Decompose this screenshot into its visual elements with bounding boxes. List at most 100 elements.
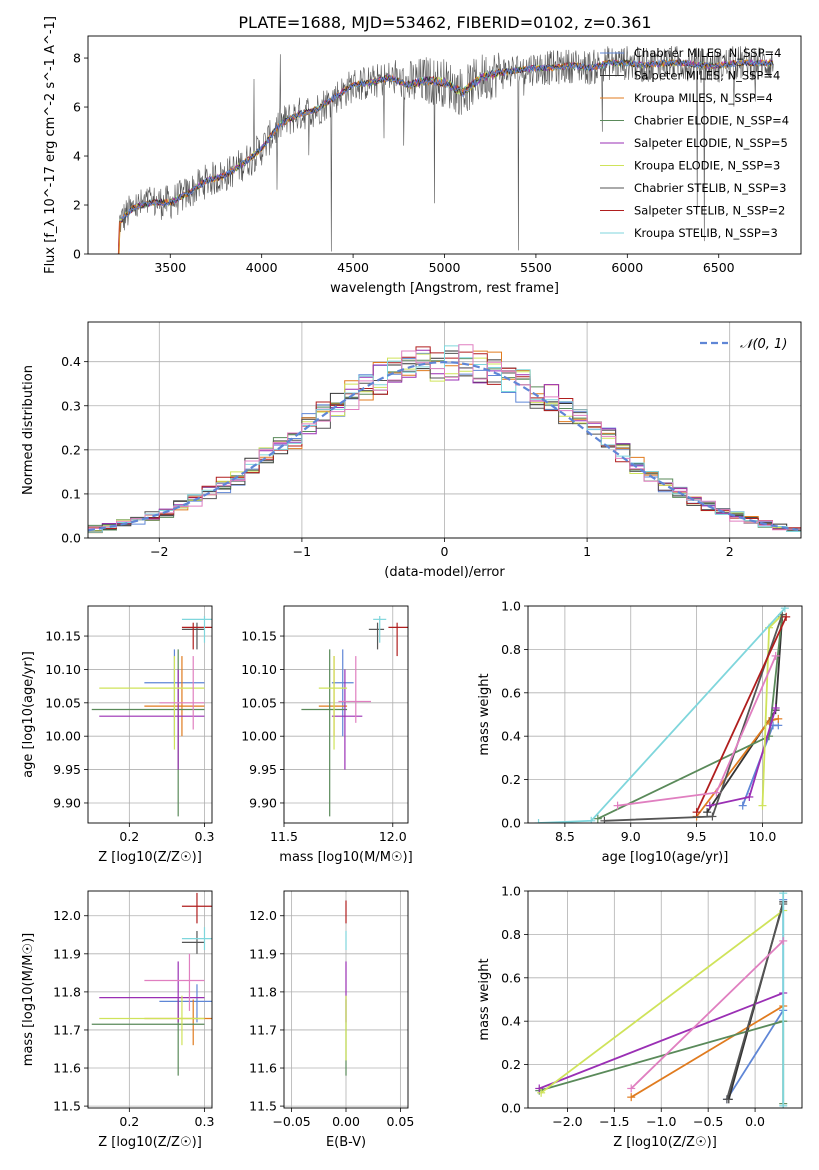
- y-tick-label: 1.0: [501, 599, 521, 614]
- y-tick-label: 9.95: [53, 762, 81, 777]
- y-tick-label: 11.6: [53, 1061, 81, 1076]
- x-tick-label: 6000: [611, 260, 643, 275]
- panel-mass_vs_Z: 0.2 0.3 11.5 11.6 11.7 11.8 11.9 12.0 Z [log10(Z…: [21, 890, 214, 1150]
- y-tick-label: 10.05: [241, 695, 277, 710]
- x-tick-label: 0.2: [119, 829, 139, 844]
- y-tick-label: 1.0: [501, 884, 521, 899]
- y-axis-label: mass weight: [477, 673, 492, 755]
- y-tick-label: 10.00: [45, 729, 81, 744]
- x-tick-label: 9.0: [621, 829, 641, 844]
- y-tick-label: 0.4: [501, 1014, 521, 1029]
- y-tick-label: 10.15: [241, 629, 277, 644]
- axes-frame: [87, 605, 213, 824]
- axes-frame: [87, 890, 213, 1109]
- panel-age_vs_Z: 0.2 0.3 9.90 9.95 10.00 10.05 10.10 10.15 Z [log…: [21, 605, 214, 865]
- plot-area: [534, 606, 791, 823]
- errorbar-salpeter-stelib: [388, 622, 408, 657]
- y-tick-label: 8: [73, 51, 81, 66]
- x-tick-label: 8.5: [555, 829, 575, 844]
- y-axis-label: Normed distribution: [21, 365, 36, 495]
- legend-label: Salpeter STELIB, N_SSP=2: [634, 204, 785, 218]
- errorbar-salpeter-elodie: [331, 669, 363, 770]
- x-tick-label: 9.5: [687, 829, 707, 844]
- figure-title: PLATE=1688, MJD=53462, FIBERID=0102, z=0…: [238, 13, 651, 32]
- axes-frame: [527, 605, 803, 824]
- x-tick-label: 11.5: [270, 829, 298, 844]
- errorbar-chabrier-stelib: [368, 622, 385, 650]
- legend-label: Chabrier MILES, N_SSP=4: [634, 46, 781, 60]
- x-tick-label: 2: [726, 544, 734, 559]
- x-tick-label: 3500: [154, 260, 186, 275]
- x-tick-label: 5000: [429, 260, 461, 275]
- y-tick-label: 0.4: [501, 729, 521, 744]
- weight-line-pink: [613, 651, 780, 810]
- y-tick-label: 0.8: [501, 927, 521, 942]
- y-tick-label: 12.0: [249, 908, 277, 923]
- panel-weight_vs_age: 8.5 9.0 9.5 10.0 0.0 0.2 0.4 0.6 0.8 1.0 age [log1…: [477, 599, 803, 865]
- errorbar-chabrier-stelib: [181, 930, 205, 954]
- legend: Chabrier MILES, N_SSP=4 Salpeter MILES, N…: [600, 46, 789, 240]
- y-tick-label: 10.05: [45, 695, 81, 710]
- weight-line-salpeter-elodie: [705, 703, 780, 810]
- y-tick-label: 11.7: [249, 1022, 277, 1037]
- plot-area: [91, 892, 212, 1076]
- weight-line-kroupa-stelib: [534, 606, 789, 823]
- y-tick-label: 0.0: [61, 531, 81, 546]
- y-tick-label: 6: [73, 100, 81, 115]
- x-tick-label: −0.5: [693, 1114, 723, 1129]
- y-tick-label: 0.8: [501, 642, 521, 657]
- x-tick-label: 0.00: [332, 1114, 360, 1129]
- plot-area: [535, 891, 788, 1108]
- axes-frame: [527, 890, 803, 1109]
- x-tick-label: 0.05: [386, 1114, 414, 1129]
- y-tick-label: 4: [73, 149, 81, 164]
- y-tick-label: 9.90: [53, 795, 81, 810]
- panel-age_vs_mass: 11.5 12.0 9.90 9.95 10.00 10.05 10.10 10.15 mass…: [241, 605, 413, 865]
- x-axis-label: wavelength [Angstrom, rest frame]: [330, 281, 559, 296]
- legend-label: Chabrier ELODIE, N_SSP=4: [634, 114, 789, 128]
- x-axis-label: E(B-V): [326, 1135, 366, 1150]
- weight-line-kroupa-stelib: [779, 891, 788, 1108]
- legend-label: 𝒩(0, 1): [740, 337, 787, 352]
- errorbar-pink: [159, 656, 205, 730]
- errorbar-chabrier-miles: [331, 649, 354, 737]
- panel-residuals: −2 −1 0 1 2 0.0 0.1 0.2 0.3 0.4 (data-model)/error…: [21, 321, 802, 580]
- errorbar-pink: [144, 953, 205, 1011]
- errorbar-kroupa-elodie: [99, 995, 205, 1046]
- x-axis-label: Z [log10(Z/Z☉)]: [98, 850, 202, 865]
- plot-area: [301, 616, 408, 817]
- spectrum-line-chabrier-miles: [121, 58, 774, 221]
- y-tick-label: 0.2: [61, 442, 81, 457]
- weight-line-pink: [627, 936, 788, 1093]
- x-axis-label: Z [log10(Z/Z☉)]: [613, 1135, 717, 1150]
- y-tick-label: 11.9: [53, 946, 81, 961]
- errorbar-chabrier-elodie: [301, 649, 348, 817]
- y-tick-label: 10.00: [241, 729, 277, 744]
- y-axis-label: age [log10(age/yr)]: [21, 651, 36, 778]
- x-tick-label: 0.2: [119, 1114, 139, 1129]
- y-tick-label: 0.3: [61, 398, 81, 413]
- y-axis-label: Flux [f_λ 10^-17 erg cm^-2 s^-1 A^-1]: [43, 16, 58, 274]
- panel-weight_vs_Z: −2.0 −1.5 −1.0 −0.5 0.0 0.0 0.2 0.4 0.6 0.8 1.0 Z […: [477, 884, 803, 1150]
- axes-frame: [283, 890, 409, 1109]
- x-tick-label: −1: [293, 544, 311, 559]
- axes-frame: [283, 605, 409, 824]
- y-tick-label: 11.5: [53, 1099, 81, 1114]
- x-tick-label: 10.0: [749, 829, 777, 844]
- axes-frame: [87, 35, 802, 255]
- x-tick-label: 1: [583, 544, 591, 559]
- errorbar-salpeter-elodie: [99, 669, 205, 770]
- y-tick-label: 10.10: [241, 662, 277, 677]
- legend-label: Kroupa ELODIE, N_SSP=3: [634, 159, 780, 173]
- spectrum-line-chabrier-stelib: [118, 45, 774, 254]
- y-tick-label: 11.8: [249, 984, 277, 999]
- y-tick-label: 11.5: [249, 1099, 277, 1114]
- y-tick-label: 0.0: [501, 816, 521, 831]
- errorbar-kroupa-elodie: [318, 656, 348, 750]
- errorbar-chabrier-miles: [159, 984, 212, 1023]
- legend-label: Kroupa STELIB, N_SSP=3: [634, 226, 778, 240]
- x-tick-label: −2.0: [552, 1114, 582, 1129]
- y-axis-label: mass [log10(M/M☉)]: [21, 933, 36, 1066]
- plot-area: [117, 45, 774, 254]
